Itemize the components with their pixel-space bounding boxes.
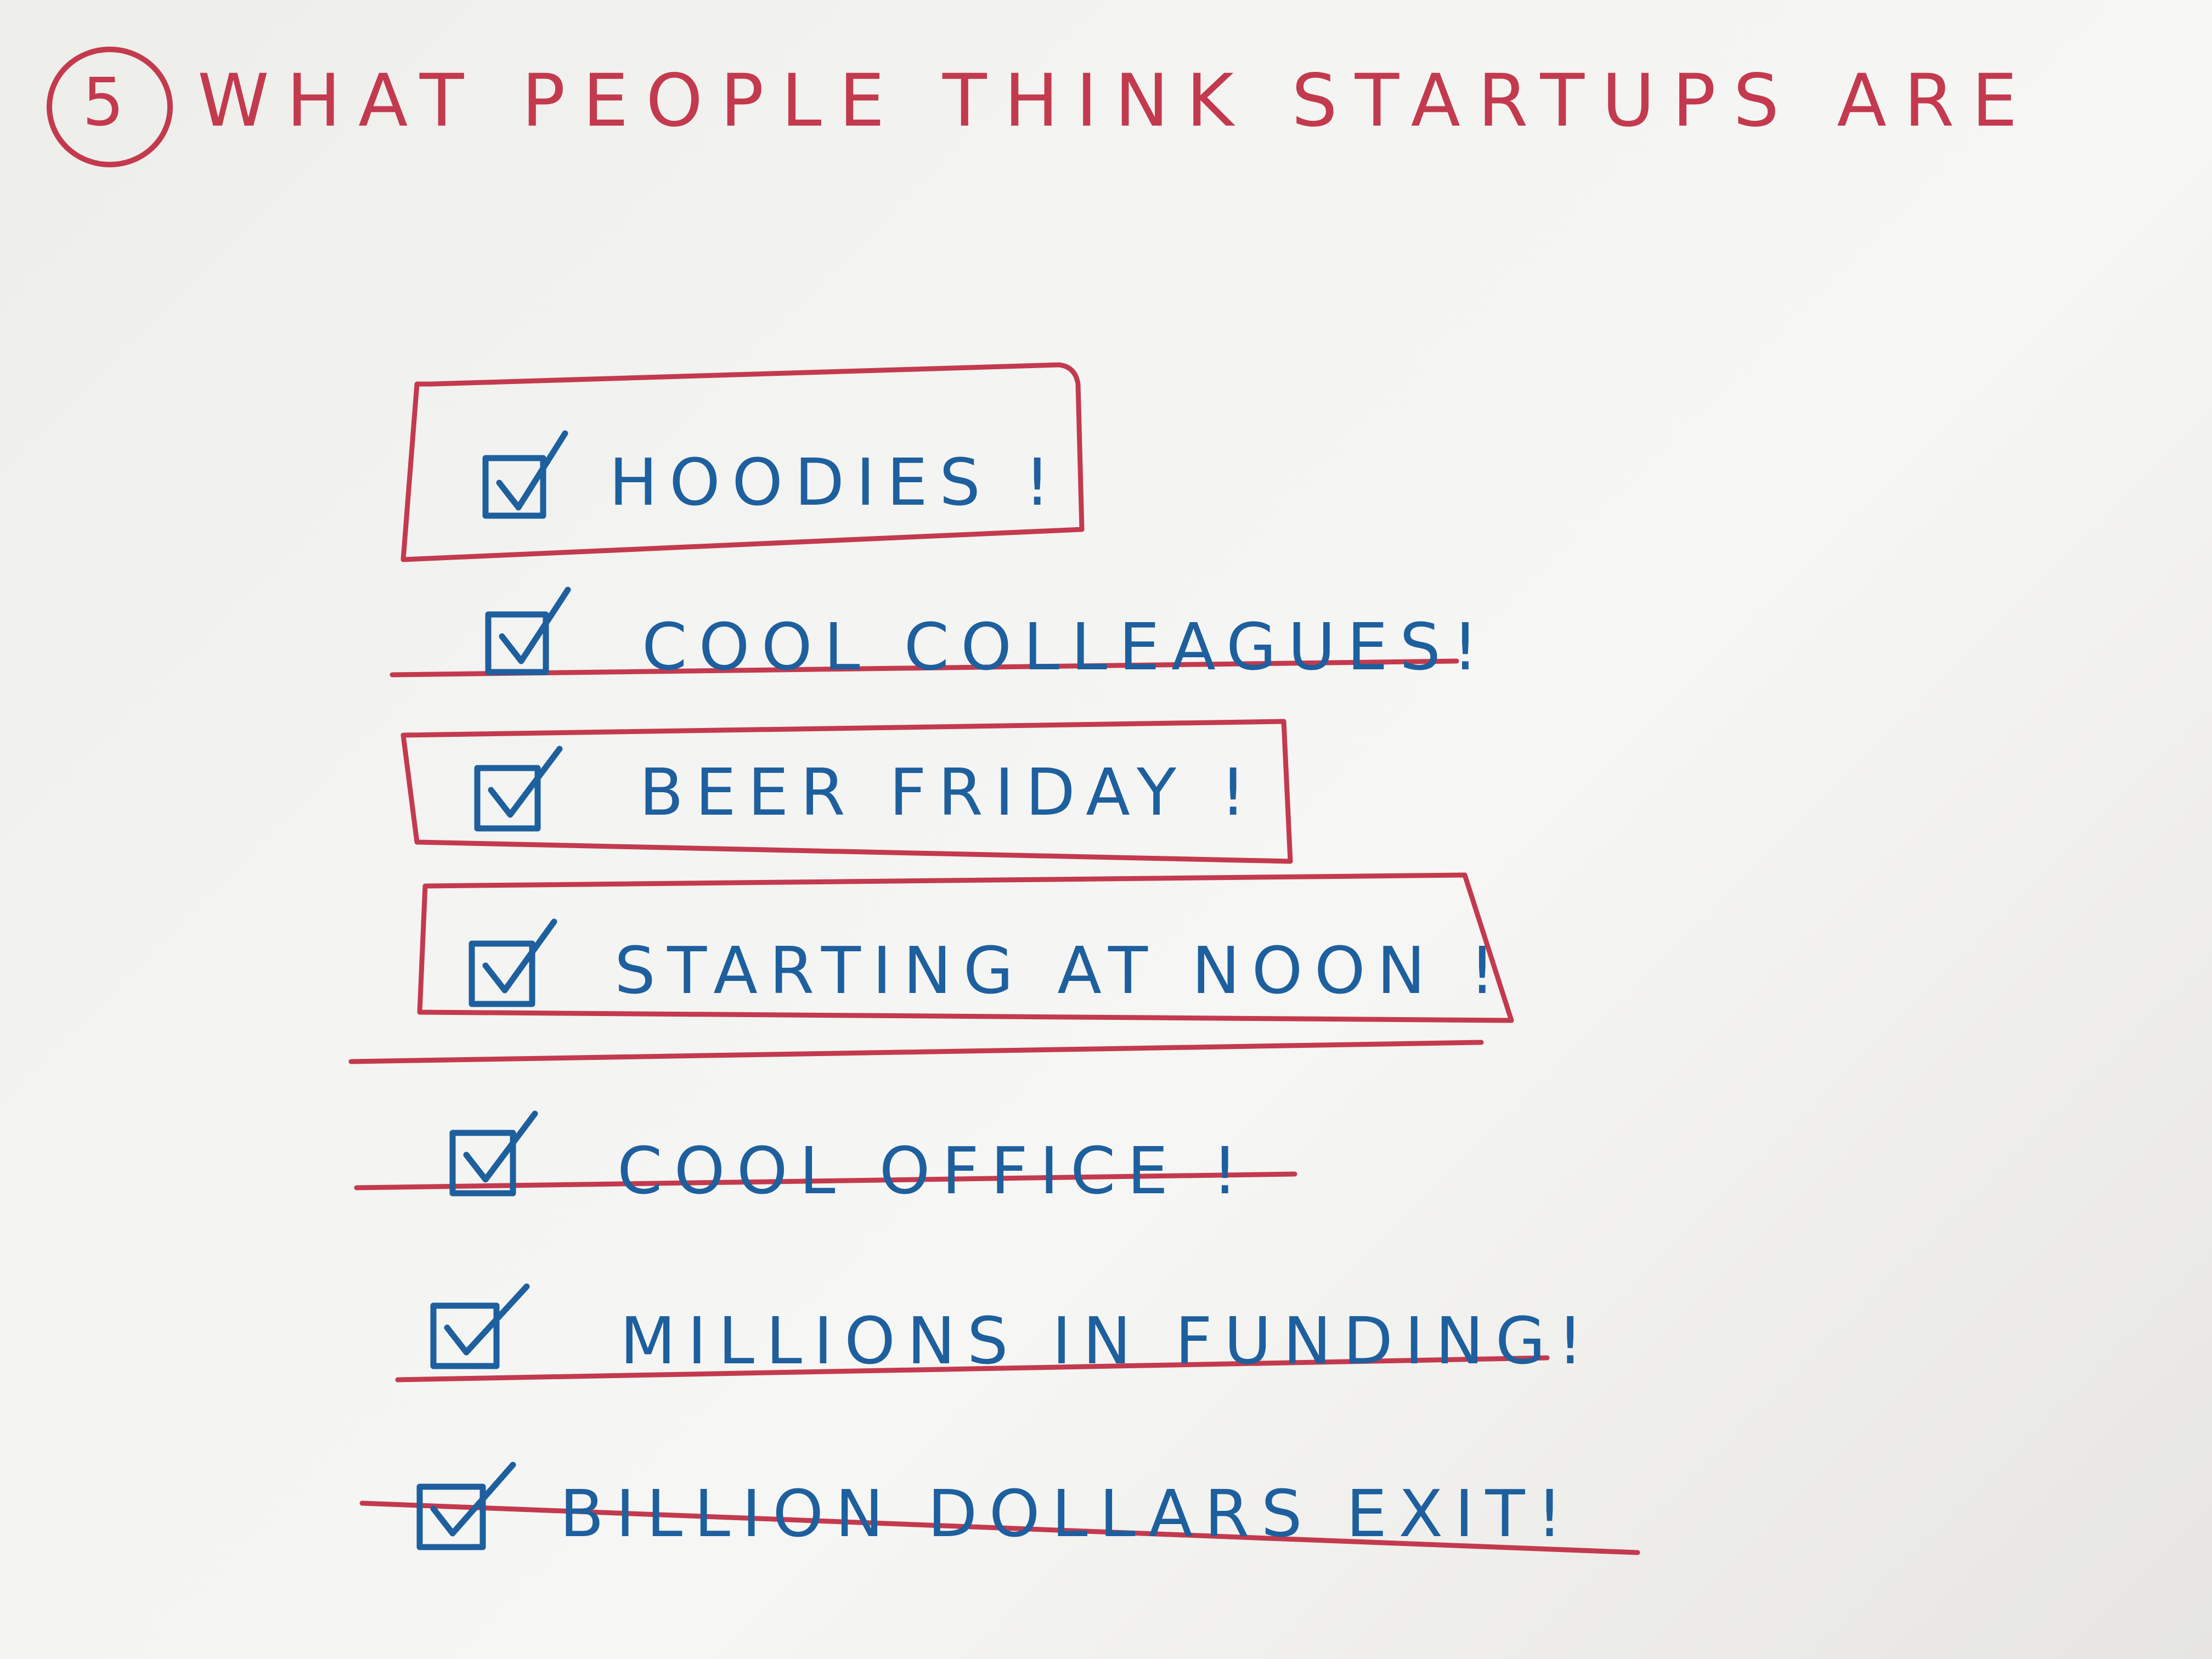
checkbox-item-2 (485, 586, 571, 675)
checkbox-item-4 (469, 918, 557, 1007)
underline-item-4 (348, 1040, 1484, 1064)
page-title: WHAT PEOPLE THINK STARTUPS ARE (198, 59, 2035, 143)
item-label-6: MILLIONS IN FUNDING! (620, 1303, 1595, 1379)
item-label-2: COOL COLLEAGUES! (642, 609, 1490, 685)
checkbox-item-3 (474, 746, 563, 832)
checkbox-item-6 (430, 1283, 530, 1369)
item-label-7: BILLION DOLLARS EXIT! (560, 1476, 1575, 1551)
item-label-1: HOODIES ! (609, 444, 1062, 520)
checkbox-item-7 (416, 1462, 516, 1550)
checkbox-item-5 (449, 1110, 538, 1197)
item-label-3: BEER FRIDAY ! (639, 754, 1258, 830)
item-label-5: COOL OFFICE ! (617, 1133, 1250, 1209)
checkbox-item-1 (482, 430, 568, 519)
item-label-4: STARTING AT NOON ! (614, 933, 1507, 1008)
page-number: 5 (82, 65, 125, 141)
